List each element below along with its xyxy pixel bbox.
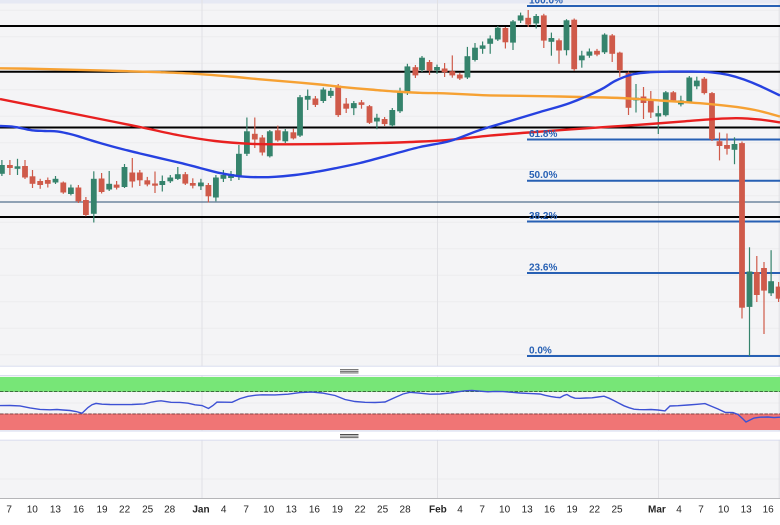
svg-text:16: 16 — [309, 505, 321, 516]
svg-text:25: 25 — [142, 505, 154, 516]
svg-text:13: 13 — [741, 505, 753, 516]
svg-text:10: 10 — [263, 505, 275, 516]
svg-text:4: 4 — [676, 505, 682, 516]
svg-text:25: 25 — [377, 505, 389, 516]
svg-text:Feb: Feb — [429, 505, 447, 516]
svg-text:0.0%: 0.0% — [529, 346, 552, 357]
svg-text:22: 22 — [119, 505, 131, 516]
svg-text:23.6%: 23.6% — [529, 263, 557, 274]
svg-text:22: 22 — [589, 505, 601, 516]
svg-text:19: 19 — [96, 505, 108, 516]
svg-text:16: 16 — [544, 505, 556, 516]
svg-text:50.0%: 50.0% — [529, 170, 557, 181]
svg-text:28: 28 — [400, 505, 412, 516]
svg-text:7: 7 — [243, 505, 249, 516]
svg-text:7: 7 — [6, 505, 12, 516]
svg-text:61.8%: 61.8% — [529, 129, 557, 140]
svg-text:7: 7 — [698, 505, 704, 516]
svg-text:16: 16 — [763, 505, 775, 516]
svg-text:10: 10 — [27, 505, 39, 516]
svg-text:100.0%: 100.0% — [529, 0, 563, 7]
svg-text:25: 25 — [611, 505, 623, 516]
svg-text:4: 4 — [221, 505, 227, 516]
svg-text:10: 10 — [499, 505, 511, 516]
svg-text:19: 19 — [332, 505, 344, 516]
svg-text:7: 7 — [479, 505, 485, 516]
svg-text:Mar: Mar — [648, 505, 666, 516]
svg-text:10: 10 — [718, 505, 730, 516]
svg-text:13: 13 — [50, 505, 62, 516]
svg-text:38.2%: 38.2% — [529, 211, 557, 222]
svg-text:28: 28 — [164, 505, 176, 516]
svg-text:22: 22 — [354, 505, 366, 516]
svg-text:13: 13 — [522, 505, 534, 516]
svg-text:19: 19 — [566, 505, 578, 516]
svg-text:16: 16 — [73, 505, 85, 516]
svg-text:13: 13 — [286, 505, 298, 516]
svg-text:4: 4 — [457, 505, 463, 516]
svg-text:Jan: Jan — [192, 505, 209, 516]
